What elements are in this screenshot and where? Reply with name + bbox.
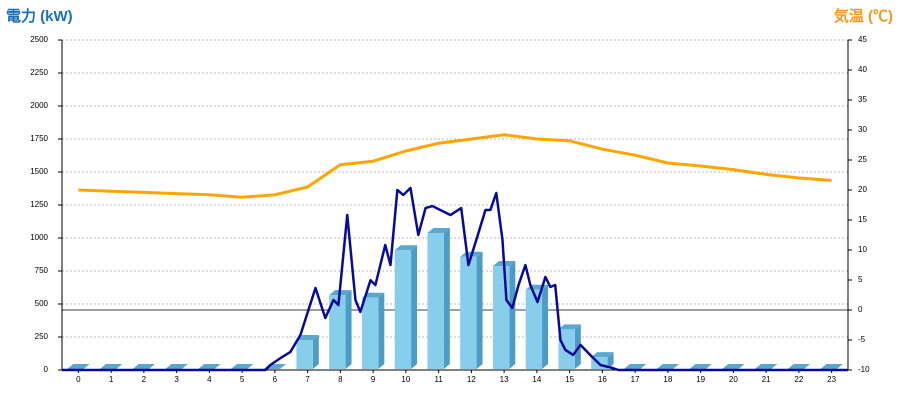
- x-tick-label: 17: [631, 375, 640, 384]
- x-tick-label: 7: [305, 375, 310, 384]
- bar: [427, 233, 444, 369]
- y-tick-label: 2250: [30, 68, 48, 77]
- bar-top: [99, 364, 123, 369]
- y-tick-label: 750: [35, 266, 49, 275]
- y-tick-label: 1000: [30, 233, 48, 242]
- y2-tick-label: -10: [858, 365, 870, 374]
- bar-side: [443, 228, 450, 369]
- x-tick-label: 22: [794, 375, 803, 384]
- x-tick-label: 9: [371, 375, 376, 384]
- bar: [296, 339, 313, 369]
- bar-top: [296, 334, 319, 340]
- bar-top: [67, 364, 90, 369]
- bar-top: [558, 324, 581, 330]
- y2-tick-label: 0: [858, 305, 863, 314]
- bar: [460, 256, 477, 369]
- x-tick-label: 13: [500, 375, 509, 384]
- y2-tick-label: 30: [858, 125, 867, 134]
- bar-top: [361, 292, 385, 298]
- bar-top: [427, 228, 450, 234]
- y2-tick-label: 15: [858, 215, 867, 224]
- x-tick-label: 8: [338, 375, 343, 384]
- bar-top: [591, 352, 614, 358]
- y2-tick-label: 35: [858, 95, 867, 104]
- x-tick-label: 10: [401, 375, 410, 384]
- bar: [525, 289, 543, 369]
- y-tick-label: 2000: [30, 101, 48, 110]
- y-tick-label: 250: [35, 332, 49, 341]
- bar: [329, 295, 346, 369]
- line: [62, 186, 848, 372]
- y2-tick-label: 5: [858, 275, 863, 284]
- y-tick-label: 1250: [30, 200, 48, 209]
- y-tick-label: 500: [35, 299, 49, 308]
- bar-side: [345, 290, 352, 369]
- y-tick-label: 1750: [30, 134, 48, 143]
- x-tick-label: 2: [142, 375, 147, 384]
- bar-side: [509, 261, 516, 369]
- bar-side: [607, 352, 614, 369]
- bar-side: [411, 245, 418, 369]
- bar-top: [198, 364, 221, 369]
- bar-top: [689, 364, 712, 369]
- bar-top: [394, 245, 418, 251]
- bar-top: [165, 364, 188, 369]
- bar-top: [722, 364, 745, 369]
- x-tick-label: 0: [76, 375, 81, 384]
- x-tick-label: 3: [174, 375, 179, 384]
- x-tick-label: 21: [762, 375, 771, 384]
- y2-tick-label: 10: [858, 245, 867, 254]
- bar: [394, 250, 412, 369]
- bar-top: [656, 364, 680, 369]
- x-tick-label: 23: [827, 375, 836, 384]
- bar-top: [623, 364, 647, 369]
- x-tick-label: 20: [729, 375, 738, 384]
- x-tick-label: 12: [467, 375, 476, 384]
- x-tick-label: 14: [532, 375, 541, 384]
- x-tick-label: 4: [207, 375, 212, 384]
- bar-side: [476, 251, 483, 369]
- y2-tick-label: 20: [858, 185, 867, 194]
- y-tick-label: 1500: [30, 167, 48, 176]
- bar-top: [754, 364, 778, 369]
- x-tick-label: 15: [565, 375, 574, 384]
- bar-top: [132, 364, 156, 369]
- x-tick-label: 11: [434, 375, 443, 384]
- x-tick-label: 18: [663, 375, 672, 384]
- y2-tick-label: 45: [858, 35, 867, 44]
- x-tick-label: 1: [109, 375, 114, 384]
- x-tick-label: 5: [240, 375, 245, 384]
- bar: [558, 329, 575, 369]
- y2-tick-label: -5: [858, 335, 866, 344]
- bar-side: [378, 292, 385, 369]
- y-axis-title: 電力 (kW): [6, 7, 73, 25]
- line: [78, 133, 832, 199]
- y2-tick-label: 40: [858, 65, 867, 74]
- y2-tick-label: 25: [858, 155, 867, 164]
- x-tick-label: 6: [273, 375, 278, 384]
- x-tick-label: 16: [598, 375, 607, 384]
- x-tick-label: 19: [696, 375, 705, 384]
- bar-top: [820, 364, 843, 369]
- y2-axis-title: 気温 (℃): [834, 7, 893, 25]
- bar: [492, 266, 510, 369]
- bar-side: [312, 334, 319, 369]
- bar-top: [787, 364, 811, 369]
- y-tick-label: 0: [44, 365, 49, 374]
- bar-top: [230, 364, 254, 369]
- bar-side: [542, 284, 549, 369]
- bar: [361, 297, 379, 369]
- y-tick-label: 2500: [30, 35, 48, 44]
